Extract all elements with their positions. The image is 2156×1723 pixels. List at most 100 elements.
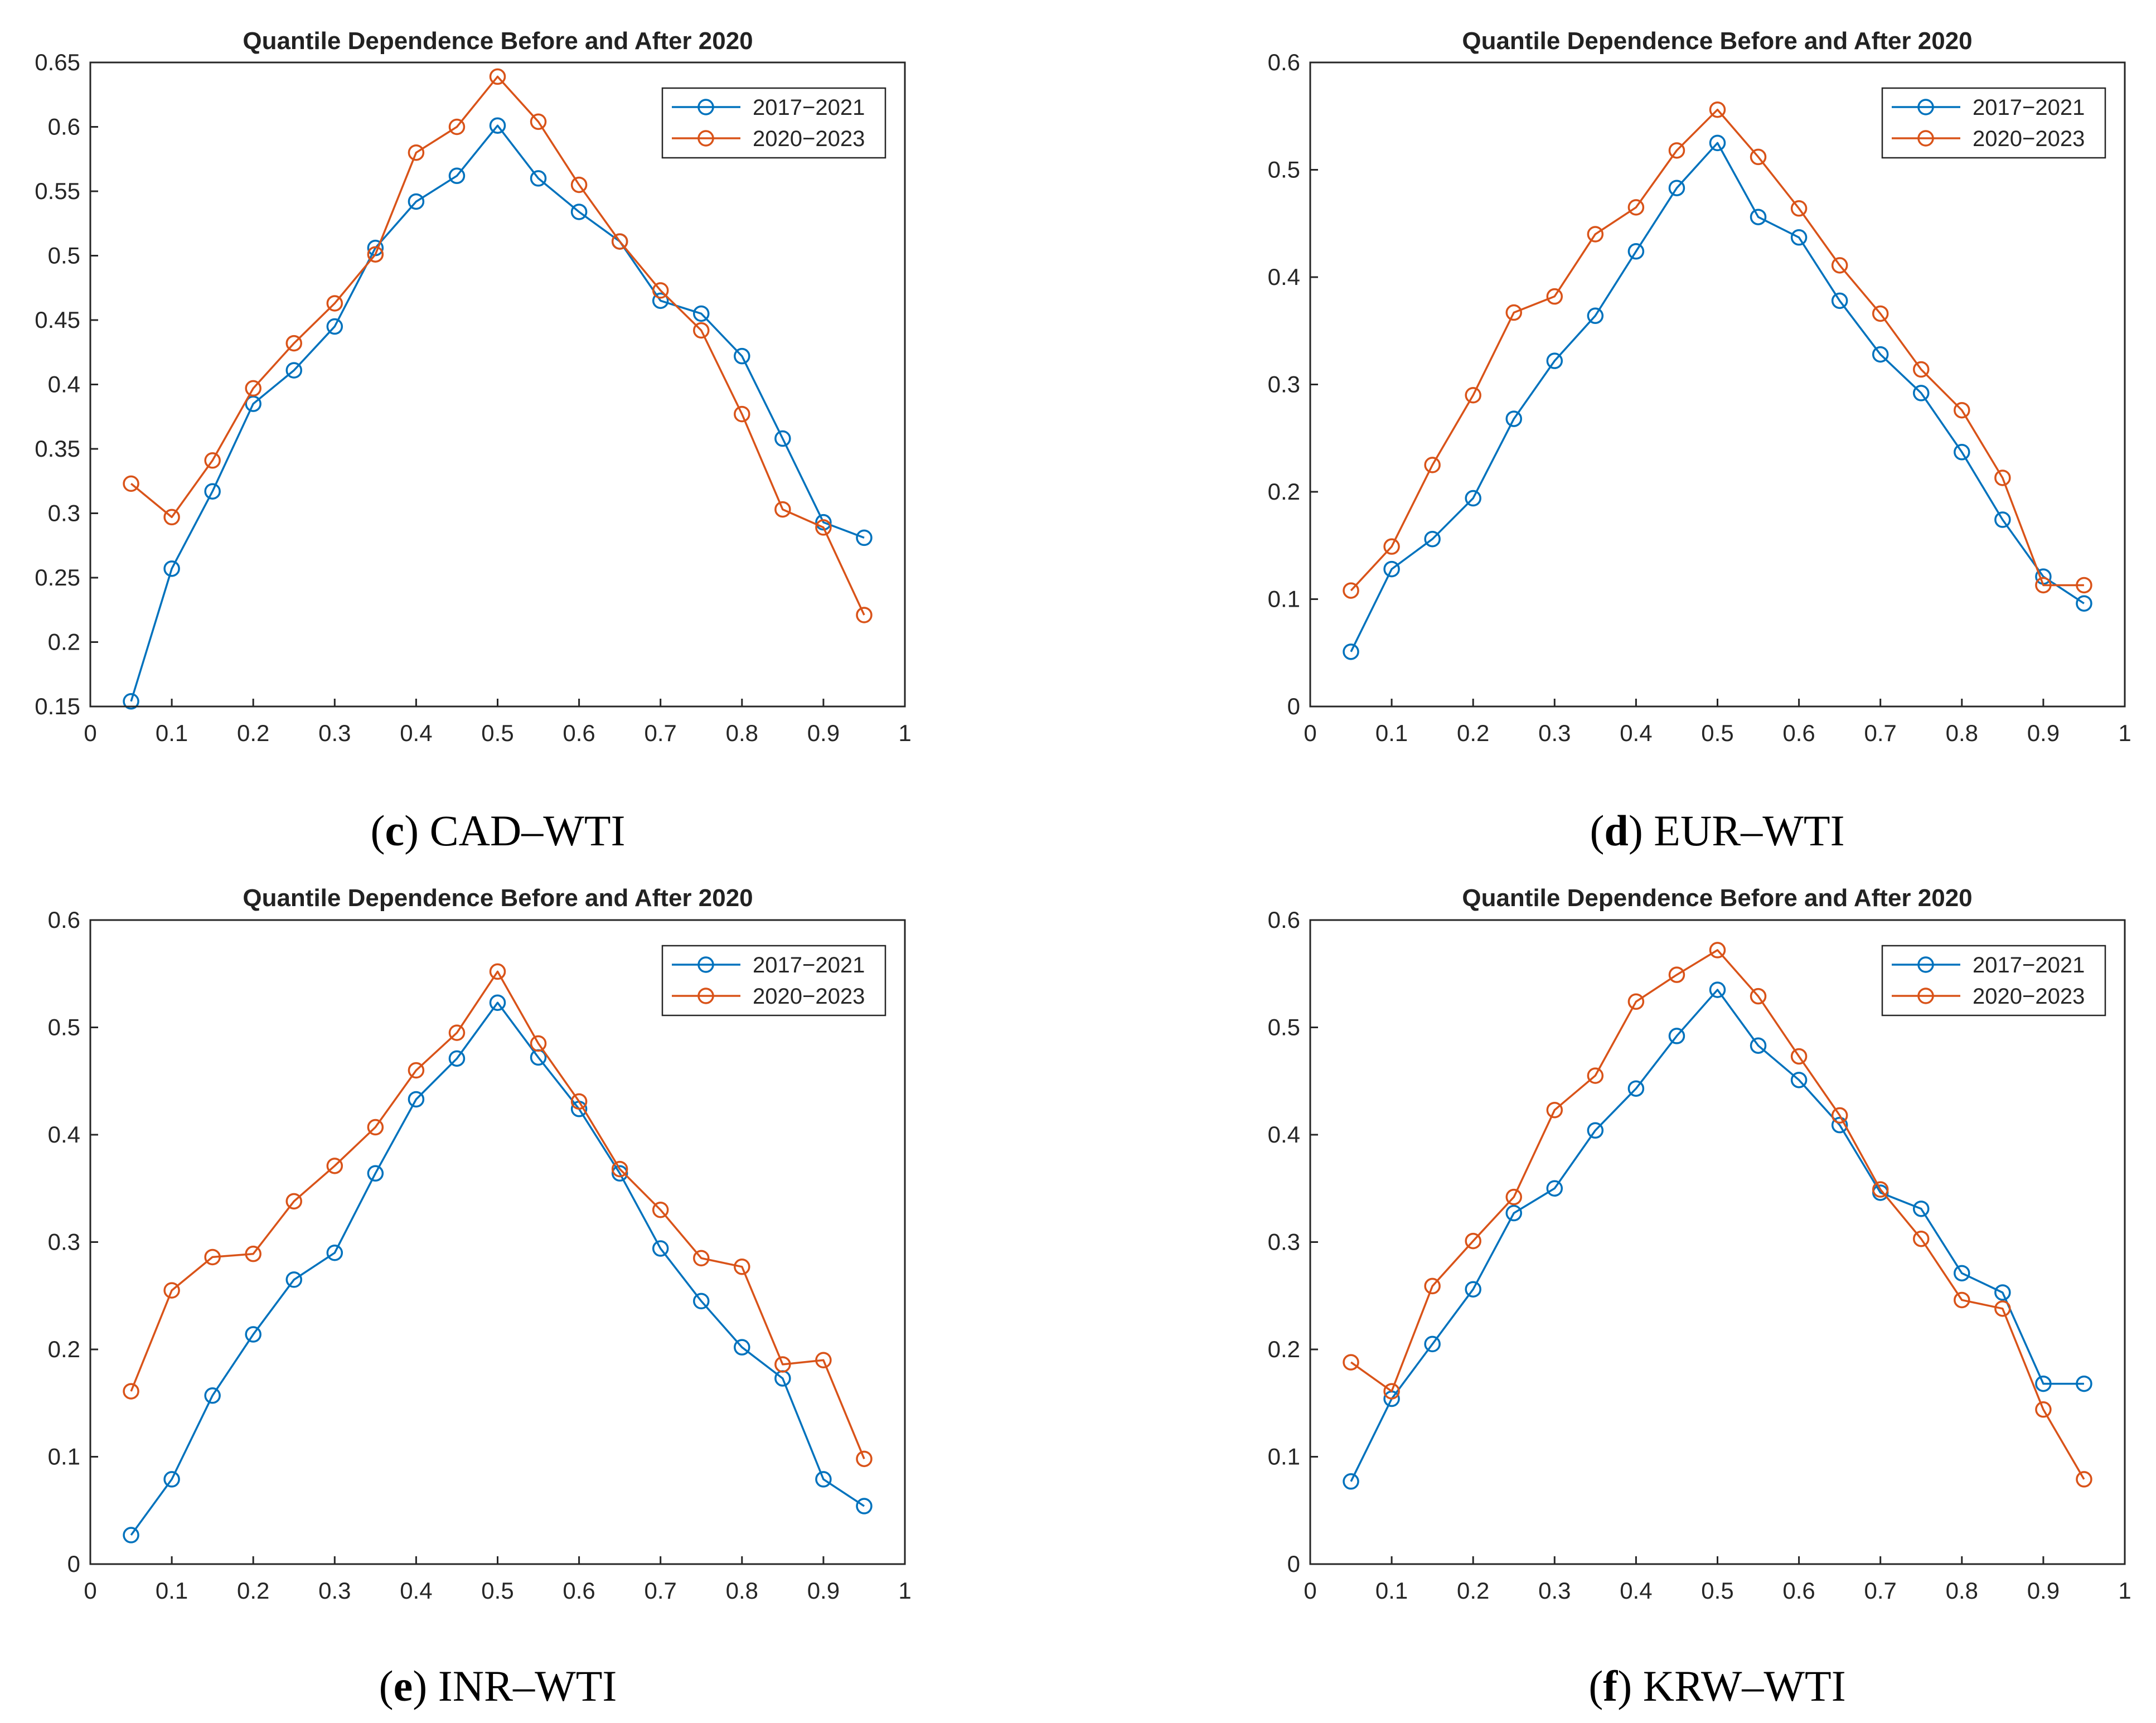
panel-label: c (385, 806, 404, 855)
data-point (204, 483, 221, 500)
x-tick-label: 0.8 (1946, 1577, 1978, 1604)
legend-marker-series-2 (697, 988, 714, 1004)
data-point (1587, 226, 1604, 243)
data-point (652, 292, 669, 309)
series-line-1 (1350, 142, 2085, 652)
x-tick-label: 1 (2118, 1577, 2131, 1604)
data-point (1465, 1232, 1481, 1250)
data-point (1750, 1037, 1767, 1054)
data-point (1954, 1265, 1970, 1282)
data-point (530, 1035, 547, 1052)
data-point (489, 963, 506, 980)
y-tick-label: 0.5 (1268, 157, 1300, 183)
series-line-2 (130, 75, 865, 616)
data-point (408, 144, 425, 161)
x-tick-label: 0.4 (1620, 1577, 1652, 1604)
data-point (2076, 1375, 2092, 1392)
y-tick-label: 0.4 (1268, 264, 1300, 290)
legend: 2017−2021 2020−2023 (1881, 945, 2106, 1017)
data-point (652, 282, 669, 299)
data-point (1383, 1383, 1400, 1400)
y-tick-label: 0.25 (35, 564, 80, 591)
data-point (489, 117, 506, 134)
legend-label-series-1: 2017−2021 (753, 953, 865, 977)
data-point (693, 1250, 710, 1267)
data-point (367, 1119, 384, 1136)
data-point (367, 246, 384, 263)
data-point (2035, 1401, 2052, 1418)
y-tick-label: 0.5 (48, 1014, 80, 1040)
y-tick-label: 0.2 (1268, 478, 1300, 505)
data-point (1709, 981, 1726, 998)
chart-title: Quantile Dependence Before and After 202… (243, 884, 753, 912)
data-point (285, 1193, 302, 1210)
legend-label-series-2: 2020−2023 (1973, 984, 2085, 1009)
x-tick-label: 0.7 (1864, 1577, 1897, 1604)
x-tick-label: 0.4 (1620, 720, 1652, 746)
data-point (1994, 1284, 2011, 1301)
panel-caption-text: CAD–WTI (430, 806, 626, 855)
data-point (1913, 385, 1930, 401)
y-tick-label: 0.65 (35, 49, 80, 75)
data-point (1750, 209, 1767, 225)
chart-panel-e: Quantile Dependence Before and After 202… (48, 884, 912, 1710)
chart-title: Quantile Dependence Before and After 202… (243, 27, 753, 55)
legend: 2017−2021 2020−2023 (661, 87, 886, 159)
data-point (856, 607, 873, 623)
data-point (326, 295, 343, 312)
data-point (204, 1387, 221, 1404)
x-tick-label: 0.1 (1375, 1577, 1408, 1604)
data-point (408, 1062, 425, 1079)
chart-panel-f: Quantile Dependence Before and After 202… (1268, 884, 2131, 1710)
x-tick-label: 0.3 (1538, 720, 1571, 746)
x-tick-label: 0.9 (807, 1577, 840, 1604)
data-point (1343, 1473, 1359, 1490)
x-tick-label: 0.5 (481, 720, 513, 746)
data-point (774, 430, 791, 447)
data-point (1668, 1028, 1685, 1044)
data-point (1831, 1107, 1848, 1124)
y-tick-label: 0.55 (35, 178, 80, 204)
legend-label-series-2: 2020−2023 (1973, 127, 2085, 151)
data-point (611, 1165, 628, 1182)
y-tick-label: 0.3 (1268, 371, 1300, 398)
data-point (2076, 595, 2092, 612)
data-point (1505, 410, 1522, 427)
series-line-1 (130, 1001, 865, 1536)
data-point (611, 233, 628, 250)
x-tick-label: 0.5 (1701, 720, 1733, 746)
data-point (1831, 292, 1848, 309)
data-point (285, 362, 302, 379)
legend-label-series-1: 2017−2021 (1973, 953, 2085, 977)
y-tick-label: 0.5 (1268, 1014, 1300, 1040)
data-point (448, 118, 466, 135)
data-point (1424, 530, 1441, 548)
x-tick-label: 0.9 (2027, 720, 2060, 746)
y-tick-label: 0 (1287, 693, 1300, 719)
data-point (1994, 511, 2011, 528)
legend-label-series-1: 2017−2021 (1973, 95, 2085, 120)
data-point (1505, 304, 1522, 321)
data-point (1709, 101, 1726, 118)
x-tick-label: 0.8 (1946, 720, 1978, 746)
data-point (815, 1471, 832, 1488)
data-point (123, 1383, 139, 1400)
x-tick-label: 0.7 (645, 1577, 677, 1604)
data-point (1994, 1300, 2011, 1317)
chart-panel-d: Quantile Dependence Before and After 202… (1268, 27, 2131, 855)
x-tick-label: 0.1 (156, 1577, 188, 1604)
y-tick-label: 0.35 (35, 435, 80, 462)
data-point (1465, 490, 1481, 507)
data-point (1831, 1116, 1848, 1134)
data-point (367, 1165, 384, 1182)
legend-marker-series-2 (1917, 130, 1934, 147)
legend: 2017−2021 2020−2023 (1881, 87, 2106, 159)
x-tick-label: 0.3 (1538, 1577, 1571, 1604)
y-tick-label: 0.3 (48, 1229, 80, 1255)
data-point (1546, 352, 1563, 369)
data-point (1790, 229, 1808, 246)
data-point (1587, 307, 1604, 325)
data-point (1790, 1048, 1808, 1065)
legend: 2017−2021 2020−2023 (661, 945, 886, 1017)
panel-caption: (f) KRW–WTI (1588, 1662, 1845, 1710)
